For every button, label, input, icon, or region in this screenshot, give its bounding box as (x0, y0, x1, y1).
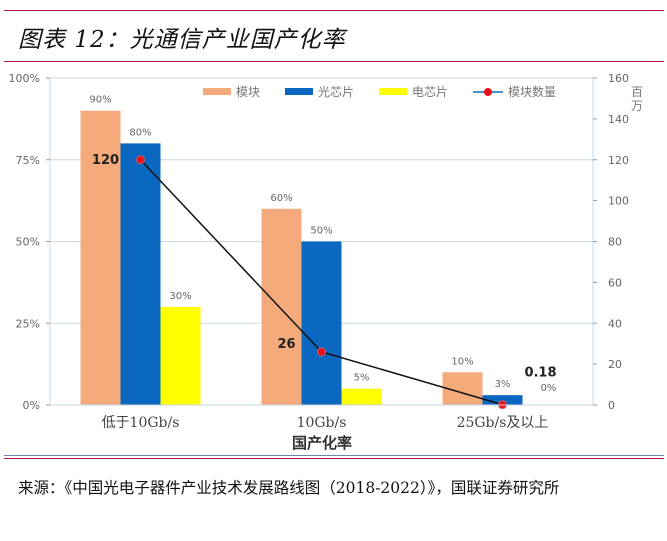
x-axis-title: 国产化率 (292, 434, 352, 452)
line-marker (317, 347, 326, 357)
x-tick-label: 低于10Gb/s (102, 415, 180, 431)
top-rule (4, 10, 664, 11)
bar-data-label: 80% (129, 127, 151, 138)
y2-tick-label: 60 (608, 276, 622, 289)
legend-marker-swatch (484, 88, 492, 96)
bar-data-label: 50% (310, 226, 332, 237)
bar-data-label: 30% (169, 291, 191, 302)
y2-tick-label: 100 (608, 195, 629, 208)
y-tick-label: 50% (16, 236, 40, 249)
y-tick-label: 0% (23, 399, 40, 412)
bar-data-label: 3% (495, 379, 511, 390)
y2-tick-label: 0 (608, 399, 615, 412)
x-tick-label: 10Gb/s (297, 415, 347, 431)
legend-swatch-光芯片 (285, 88, 313, 95)
bar-data-label: 60% (270, 193, 292, 204)
y2-tick-label: 160 (608, 72, 629, 85)
axes: 0% 25% 50% 75% 100% 0 20 40 60 80 100 120 140 160 低于10… (9, 72, 629, 431)
bar-data-label: 0% (541, 383, 557, 394)
bar-电芯片 (160, 306, 201, 405)
figure-title: 图表 12：光通信产业国产化率 (18, 27, 346, 53)
legend-label: 光芯片 (318, 85, 354, 99)
bar-data-label: 90% (89, 95, 111, 106)
bar-光芯片 (120, 143, 161, 405)
y2-tick-label: 140 (608, 113, 629, 126)
legend-swatch-模块 (203, 88, 231, 95)
bar-光芯片 (301, 241, 342, 405)
line-marker (136, 155, 145, 165)
title-rule (4, 61, 664, 62)
legend-label: 电芯片 (412, 85, 448, 99)
line-data-label: 0.18 (524, 366, 556, 381)
bottom-rule-blue (4, 455, 664, 456)
bar-模块 (80, 110, 121, 405)
legend-swatch-电芯片 (379, 88, 407, 95)
y2-tick-label: 20 (608, 358, 622, 371)
legend: 模块 光芯片 电芯片 模块数量 (203, 84, 556, 99)
legend-label: 模块数量 (508, 84, 556, 99)
legend-label: 模块 (236, 85, 260, 99)
y2-tick-label: 80 (608, 236, 622, 249)
bar-电芯片 (341, 388, 382, 405)
y-tick-label: 100% (9, 72, 40, 85)
line-data-label: 120 (92, 153, 119, 168)
bottom-rule-red (4, 458, 664, 459)
y2-unit-char: 百 (631, 85, 643, 99)
line-data-label: 26 (277, 337, 295, 352)
y-tick-label: 25% (16, 317, 40, 330)
bars: 90% 80% 30% 60% 50% 5% 10% 3% 0% (80, 95, 557, 405)
y-tick-label: 75% (16, 154, 40, 167)
bar-data-label: 5% (354, 373, 370, 384)
y2-tick-label: 120 (608, 154, 629, 167)
x-tick-label: 25Gb/s及以上 (457, 415, 549, 431)
bar-模块 (261, 208, 302, 405)
source-note: 来源：《中国光电子器件产业技术发展路线图（2018-2022）》，国联证券研究所 (18, 479, 560, 497)
y2-axis-unit: 百万 (631, 85, 643, 113)
bar-光芯片 (482, 395, 523, 405)
y2-tick-label: 40 (608, 317, 622, 330)
bar-data-label: 10% (451, 356, 473, 367)
y2-unit-char: 万 (631, 99, 643, 113)
